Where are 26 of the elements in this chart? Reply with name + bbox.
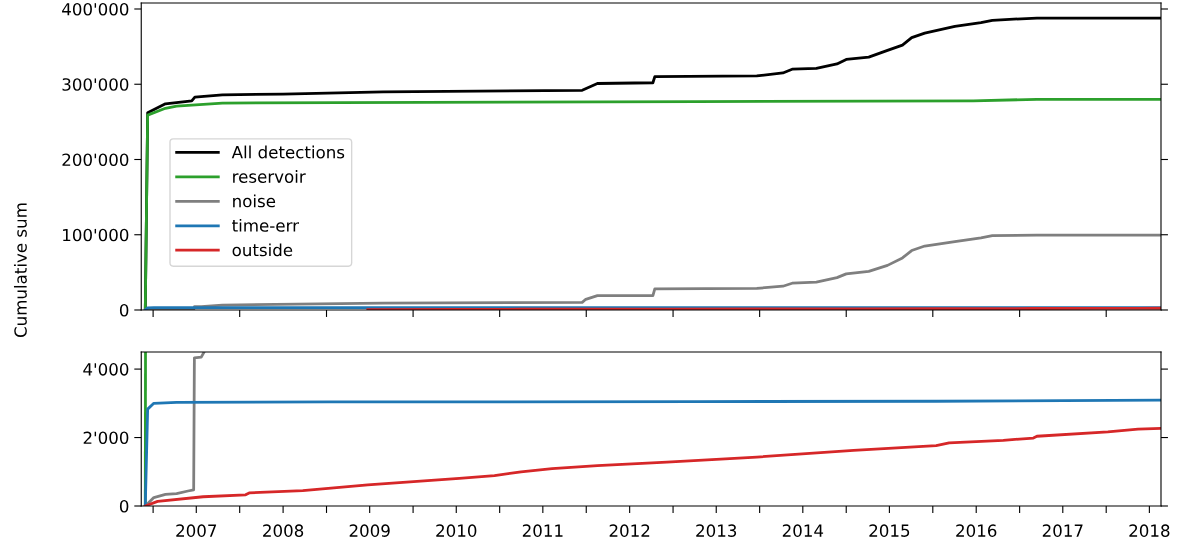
y-tick-label: 300'000 (62, 78, 129, 91)
x-tick-label: 2017 (1042, 524, 1083, 537)
x-tick-label: 2013 (696, 524, 737, 537)
x-tick-label: 2007 (176, 524, 217, 537)
x-tick-label: 2018 (1129, 524, 1170, 537)
legend-label: outside (232, 243, 293, 257)
x-tick-label: 2011 (522, 524, 563, 537)
x-tick-label: 2012 (609, 524, 650, 537)
legend-label: All detections (231, 145, 345, 159)
x-tick-label: 2016 (956, 524, 997, 537)
y-tick-label: 4'000 (83, 363, 129, 376)
x-tick-label: 2015 (869, 524, 910, 537)
x-tick-label: 2009 (349, 524, 390, 537)
x-tick-label: 2010 (436, 524, 477, 537)
x-tick-label: 2014 (782, 524, 824, 537)
x-tick-label: 2008 (263, 524, 304, 537)
y-tick-label: 2'000 (83, 431, 129, 445)
legend-label: time-err (232, 218, 299, 232)
y-tick-label: 0 (119, 499, 129, 513)
y-tick-label: 200'000 (62, 153, 129, 167)
y-tick-label: 400'000 (62, 2, 129, 16)
legend-label: noise (233, 194, 276, 208)
y-axis-title: Cumulative sum (13, 203, 27, 338)
legend-label: reservoir (233, 170, 306, 183)
y-tick-label: 100'000 (63, 228, 129, 242)
y-tick-label: 0 (119, 303, 129, 317)
